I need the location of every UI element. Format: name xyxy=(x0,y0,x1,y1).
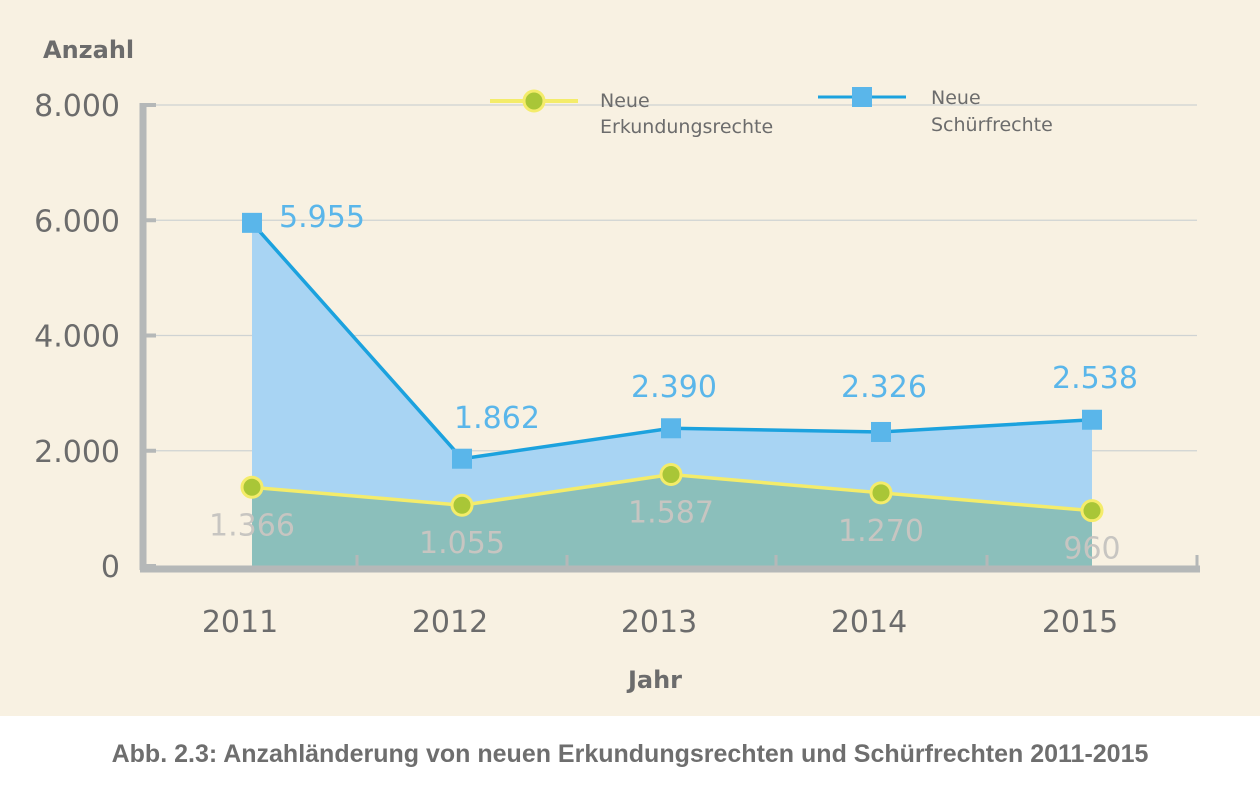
data-label-schuerfrechte: 1.862 xyxy=(454,401,540,436)
marker-erkundungsrechte xyxy=(1080,499,1104,523)
figure-caption: Abb. 2.3: Anzahländerung von neuen Erkun… xyxy=(111,740,1149,768)
data-label-erkundungsrechte: 1.366 xyxy=(209,508,295,543)
data-label-erkundungsrechte: 960 xyxy=(1063,532,1120,567)
y-tick-label: 2.000 xyxy=(34,435,120,470)
area-schuerfrechte xyxy=(252,222,1092,566)
x-axis-label: Jahr xyxy=(626,666,682,694)
data-label-schuerfrechte: 2.326 xyxy=(841,370,927,405)
marker-schuerfrechte xyxy=(871,421,891,442)
line-area-chart: 0 2.000 4.000 6.000 8.000 Anzahl 1.366 1.055 1.5… xyxy=(34,36,1200,694)
y-tick-label: 6.000 xyxy=(34,204,120,239)
x-tick-label: 2012 xyxy=(412,605,488,640)
marker-erkundungsrechte xyxy=(450,493,474,517)
marker-schuerfrechte xyxy=(242,212,262,233)
marker-erkundungsrechte xyxy=(869,481,893,505)
legend-label-schuerfrechte-1: Neue xyxy=(931,87,981,109)
marker-schuerfrechte xyxy=(452,448,472,469)
x-tick-label: 2013 xyxy=(621,605,697,640)
legend-label-erkundungsrechte-1: Neue xyxy=(600,90,650,112)
marker-schuerfrechte xyxy=(661,418,681,439)
marker-erkundungsrechte xyxy=(240,475,264,499)
data-label-schuerfrechte: 5.955 xyxy=(279,200,365,235)
y-tick-label: 4.000 xyxy=(34,320,120,355)
legend-marker-schuerfrechte xyxy=(852,87,872,107)
marker-schuerfrechte xyxy=(1082,409,1102,430)
y-tick-label: 0 xyxy=(101,550,120,585)
data-label-erkundungsrechte: 1.270 xyxy=(838,514,924,549)
x-tick-label: 2015 xyxy=(1042,605,1118,640)
data-label-erkundungsrechte: 1.055 xyxy=(419,526,505,561)
y-axis-label: Anzahl xyxy=(43,36,134,64)
x-tick-label: 2011 xyxy=(202,605,278,640)
data-label-schuerfrechte: 2.390 xyxy=(631,370,717,405)
legend-label-schuerfrechte-2: Schürfrechte xyxy=(931,114,1053,136)
legend-label-erkundungsrechte-2: Erkundungsrechte xyxy=(600,116,773,138)
x-tick-label: 2014 xyxy=(831,605,907,640)
data-label-erkundungsrechte: 1.587 xyxy=(628,496,714,531)
data-label-schuerfrechte: 2.538 xyxy=(1052,361,1138,396)
y-tick-label: 8.000 xyxy=(34,89,120,124)
chart-panel xyxy=(0,0,1260,716)
marker-erkundungsrechte xyxy=(659,463,683,487)
legend-marker-erkundungsrechte xyxy=(522,89,546,113)
